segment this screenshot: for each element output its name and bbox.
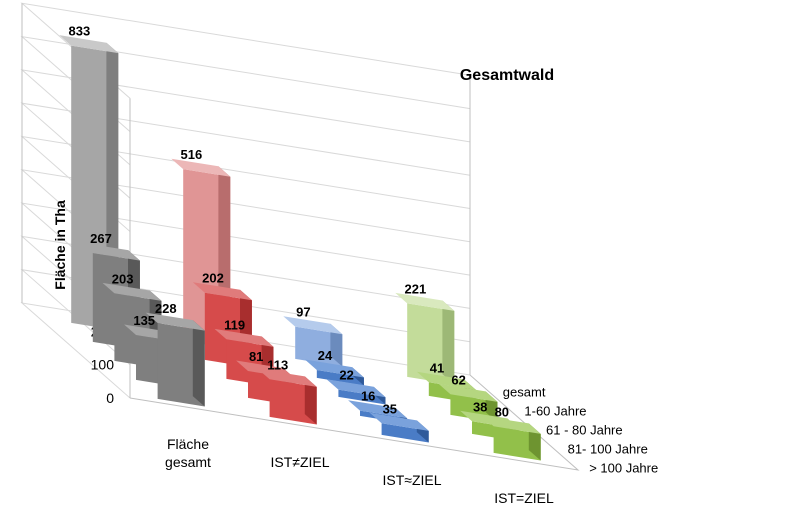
bar [145,312,205,407]
bar-value-label: 38 [473,399,487,414]
bar-top [192,282,252,301]
bar-top [304,359,364,378]
y-tick-label: 0 [106,390,114,406]
bar-top [283,316,343,335]
bar-top [416,371,476,390]
bar-front [381,423,429,443]
chart-bars [59,35,541,461]
bar-value-label: 135 [133,313,155,328]
bar-top [348,400,408,419]
bar-top [257,368,317,387]
bar-top [59,35,119,54]
bar-top [171,158,231,177]
bar-top [481,415,541,434]
bar-side [442,300,455,385]
bar [283,316,343,367]
bar-value-label: 22 [339,368,353,383]
bar-value-label: 202 [202,271,224,286]
bar-front [338,389,386,405]
bar-value-label: 41 [430,360,444,375]
bar-value-label: 833 [69,24,91,39]
floor-edge [129,374,580,471]
bar-value-label: 267 [90,231,112,246]
bar-value-label: 228 [155,301,177,316]
bar [369,412,429,443]
series-label: 81- 100 Jahre [568,442,648,457]
bar-value-label: 16 [361,389,375,404]
bar [326,379,386,405]
bar [257,368,317,425]
bar-top [102,282,162,301]
bar-top [369,412,429,431]
bar-front [316,370,364,386]
bar-value-label: 35 [383,401,397,416]
y-axis-label: Fläche in Tha [52,200,68,290]
bar-value-label: 81 [249,349,263,364]
bar-top [438,383,498,402]
bar-value-label: 24 [318,348,333,363]
bar-value-label: 516 [181,147,203,162]
bar [481,415,541,461]
bar-value-label: 119 [224,317,245,332]
category-label: IST≠ZIEL [270,454,329,470]
y-tick-label: 100 [91,357,115,373]
bar-top [80,242,140,261]
category-label: Fläche gesamt [165,436,211,470]
bar-top [326,379,386,398]
series-label: 1-60 Jahre [524,404,586,419]
chart-value-labels: 833 516 97 221 267 202 24 41 203 119 22 62 135 81 16 38… [69,24,509,420]
category-label: IST=ZIEL [494,490,554,506]
bar-value-label: 62 [451,372,465,387]
series-label: gesamt [503,385,546,400]
bar-value-label: 80 [495,404,509,419]
series-label: 61 - 80 Jahre [546,423,623,438]
bar-top [214,328,274,347]
category-label: IST≈ZIEL [382,472,441,488]
bar-top [395,292,455,311]
bar [304,359,364,386]
bar-value-label: 203 [112,271,134,286]
bar-value-label: 97 [296,305,310,320]
chart-title: Gesamtwald [460,67,554,84]
bar-value-label: 113 [267,357,288,372]
bar-value-label: 221 [405,281,427,296]
bar-side [304,376,317,425]
bar-side [330,323,343,367]
bar [395,292,455,385]
bar-side [192,320,205,407]
series-label: > 100 Jahre [589,461,658,476]
bar-top [145,312,205,331]
